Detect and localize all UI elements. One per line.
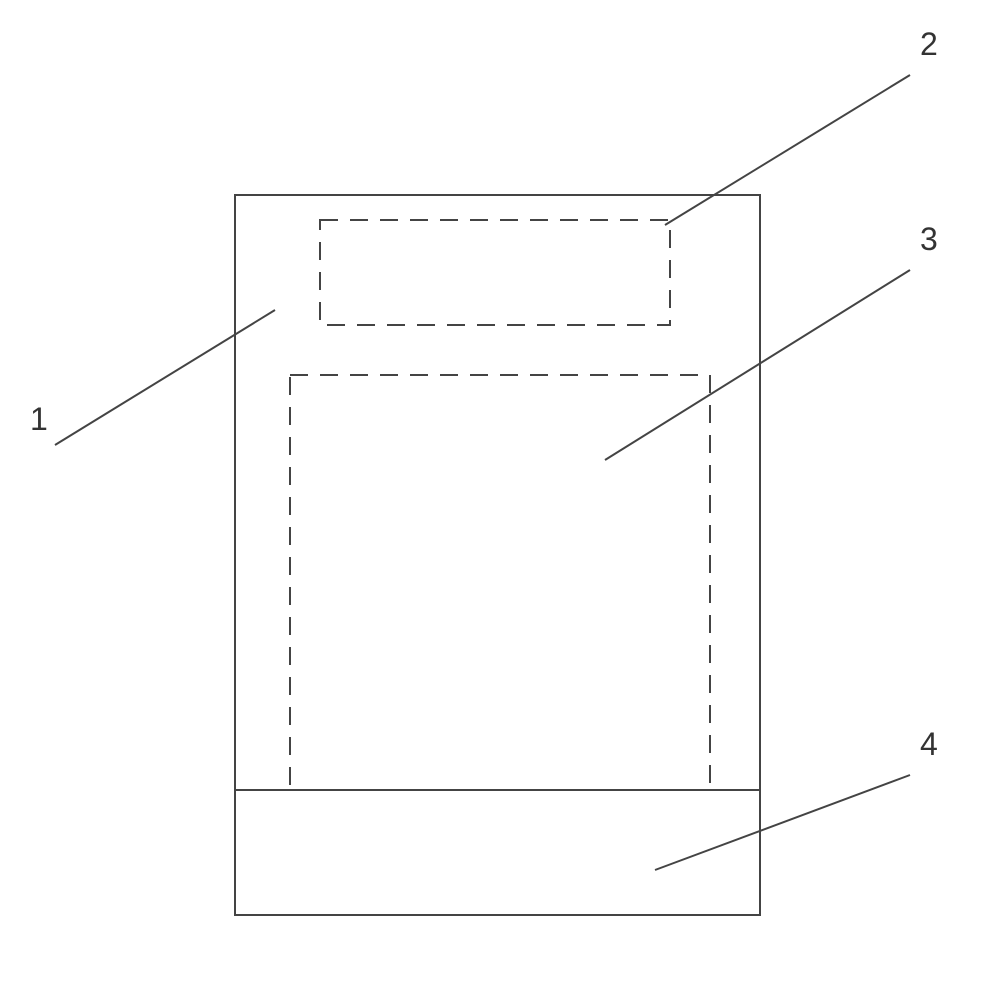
leader-line-3 <box>605 270 910 460</box>
main-dashed-rectangle <box>290 375 710 790</box>
outer-rectangle <box>235 195 760 915</box>
callout-label-1: 1 <box>30 401 48 437</box>
callout-label-4: 4 <box>920 726 938 762</box>
diagram-svg: 1 2 3 4 <box>0 0 1000 995</box>
callout-label-2: 2 <box>920 26 938 62</box>
leader-line-1 <box>55 310 275 445</box>
top-dashed-rectangle <box>320 220 670 325</box>
leader-line-2 <box>665 75 910 225</box>
callout-label-3: 3 <box>920 221 938 257</box>
technical-diagram: 1 2 3 4 <box>0 0 1000 995</box>
